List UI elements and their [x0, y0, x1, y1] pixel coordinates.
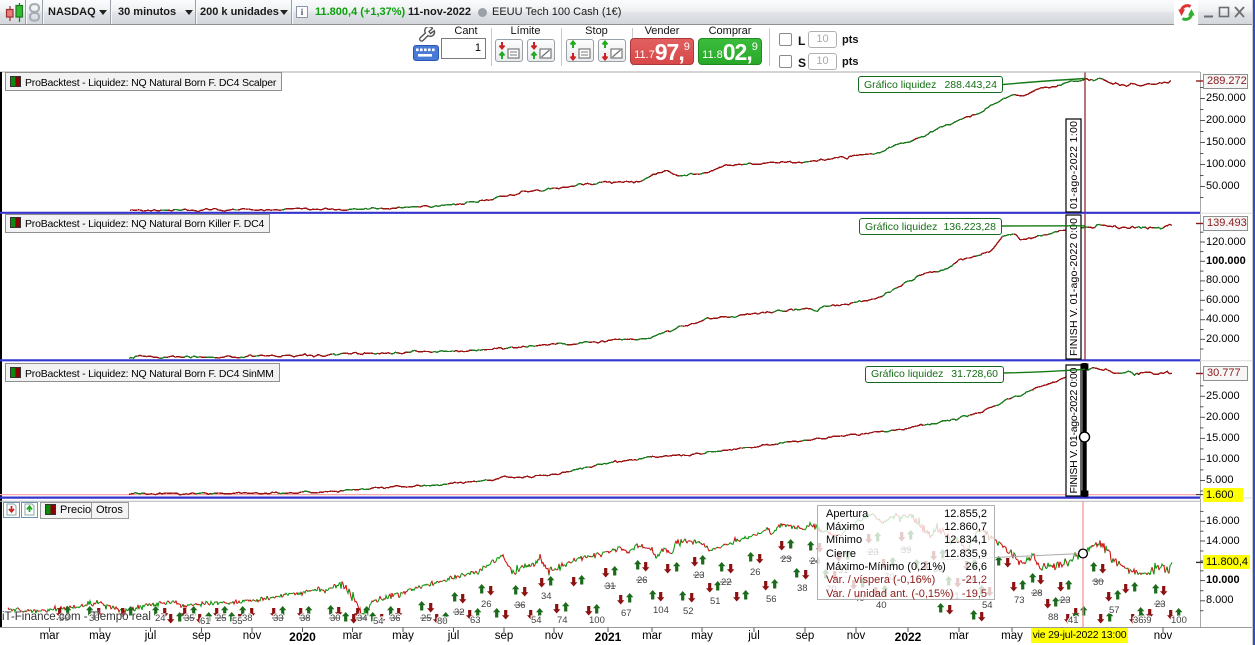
svg-text:01-ago-2022 1:00: 01-ago-2022 1:00 — [1068, 121, 1080, 209]
svg-text:23: 23 — [1155, 599, 1166, 610]
svg-text:34: 34 — [357, 613, 368, 624]
svg-text:24: 24 — [155, 613, 166, 624]
svg-text:55: 55 — [232, 616, 243, 627]
svg-text:100: 100 — [589, 615, 605, 626]
svg-text:30: 30 — [59, 613, 70, 624]
svg-text:30: 30 — [330, 613, 341, 624]
svg-text:33: 33 — [273, 613, 284, 624]
svg-text:63: 63 — [470, 615, 481, 626]
svg-text:26: 26 — [637, 575, 648, 586]
svg-text:26: 26 — [481, 599, 492, 610]
svg-text:38: 38 — [300, 613, 311, 624]
svg-text:56: 56 — [766, 594, 777, 605]
svg-text:54: 54 — [531, 615, 542, 626]
svg-text:88: 88 — [1048, 612, 1059, 623]
svg-text:30: 30 — [1093, 577, 1104, 588]
svg-text:36: 36 — [390, 613, 401, 624]
svg-text:40: 40 — [876, 600, 887, 611]
svg-text:FINISH V. 01-ago-2022 0:00: FINISH V. 01-ago-2022 0:00 — [1068, 218, 1080, 356]
svg-text:54: 54 — [982, 600, 993, 611]
svg-text:23: 23 — [1060, 595, 1071, 606]
svg-text:36: 36 — [515, 600, 526, 611]
svg-text:80: 80 — [437, 616, 448, 627]
svg-text:28: 28 — [1032, 588, 1043, 599]
svg-text:23: 23 — [694, 570, 705, 581]
svg-text:38: 38 — [797, 583, 808, 594]
svg-text:FINISH V. 01-ago-2022 0:00: FINISH V. 01-ago-2022 0:00 — [1068, 367, 1080, 493]
svg-text:54: 54 — [373, 616, 384, 627]
svg-text:22: 22 — [721, 577, 732, 588]
svg-text:35: 35 — [184, 613, 195, 624]
svg-text:31: 31 — [605, 581, 616, 592]
svg-text:57: 57 — [1109, 605, 1120, 616]
svg-text:36: 36 — [1133, 615, 1144, 626]
svg-text:67: 67 — [621, 608, 632, 619]
svg-text:51: 51 — [710, 596, 721, 607]
svg-text:100: 100 — [1171, 615, 1187, 626]
svg-text:23: 23 — [781, 554, 792, 565]
svg-text:61: 61 — [200, 616, 211, 627]
svg-text:38: 38 — [242, 613, 253, 624]
svg-text:74: 74 — [557, 615, 568, 626]
svg-text:52: 52 — [683, 606, 694, 617]
svg-text:26: 26 — [750, 567, 761, 578]
svg-text:36: 36 — [89, 613, 100, 624]
svg-text:32: 32 — [454, 607, 465, 618]
svg-text:73: 73 — [1014, 595, 1025, 606]
svg-text:34: 34 — [541, 591, 552, 602]
svg-text:25: 25 — [421, 613, 432, 624]
svg-text:104: 104 — [653, 605, 669, 616]
svg-text:25: 25 — [216, 613, 227, 624]
svg-text:41: 41 — [1068, 615, 1079, 626]
svg-text:69: 69 — [1141, 615, 1152, 626]
